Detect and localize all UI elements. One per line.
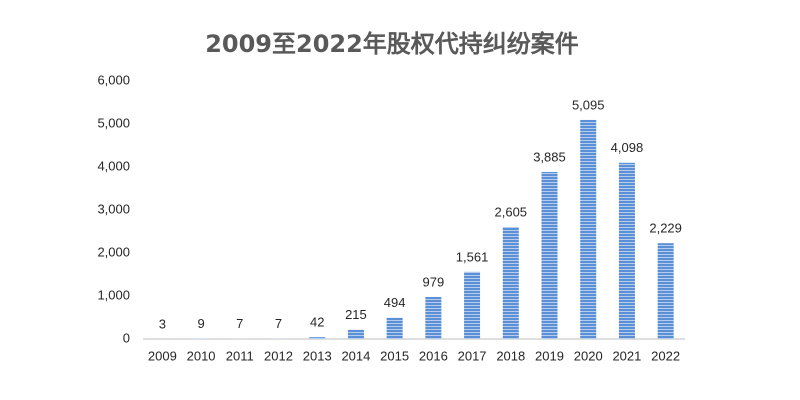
x-tick-label: 2019	[535, 348, 564, 363]
y-tick-label: 5,000	[97, 115, 130, 130]
value-label: 5,095	[572, 97, 605, 112]
x-tick-label: 2012	[264, 348, 293, 363]
value-label: 42	[310, 315, 324, 330]
value-label: 9	[197, 316, 204, 331]
x-tick-label: 2017	[458, 348, 487, 363]
x-tick-label: 2021	[612, 348, 641, 363]
bar	[347, 329, 364, 339]
x-tick-label: 2016	[419, 348, 448, 363]
x-tick-label: 2015	[380, 348, 409, 363]
y-tick-label: 4,000	[97, 158, 130, 173]
chart-title: 2009至2022年股权代持纠纷案件	[205, 30, 579, 58]
x-tick-label: 2014	[341, 348, 370, 363]
x-tick-label: 2022	[651, 348, 680, 363]
y-tick-label: 6,000	[97, 72, 130, 87]
value-label: 2,229	[649, 221, 682, 236]
value-label: 4,098	[611, 140, 644, 155]
bar	[657, 243, 674, 339]
y-tick-label: 0	[123, 330, 130, 345]
value-label: 7	[275, 316, 282, 331]
value-label: 3,885	[533, 149, 566, 164]
value-label: 215	[345, 307, 367, 322]
x-tick-label: 2020	[574, 348, 603, 363]
y-tick-label: 2,000	[97, 244, 130, 259]
bar	[309, 337, 326, 339]
value-label: 3	[159, 316, 166, 331]
x-tick-label: 2011	[226, 348, 254, 363]
bar	[502, 226, 519, 339]
bar	[464, 271, 481, 339]
bar	[541, 171, 558, 339]
value-label: 1,561	[456, 249, 489, 264]
bar	[386, 317, 403, 339]
y-tick-label: 1,000	[97, 287, 130, 302]
x-tick-label: 2013	[303, 348, 332, 363]
value-label: 7	[236, 316, 243, 331]
y-tick-label: 3,000	[97, 201, 130, 216]
x-tick-label: 2010	[187, 348, 216, 363]
value-label: 2,605	[495, 204, 528, 219]
bar	[425, 296, 442, 339]
bar	[618, 162, 635, 339]
x-tick-label: 2009	[148, 348, 177, 363]
value-label: 494	[384, 295, 406, 310]
bar	[580, 119, 597, 339]
value-label: 979	[423, 274, 445, 289]
x-tick-label: 2018	[496, 348, 525, 363]
